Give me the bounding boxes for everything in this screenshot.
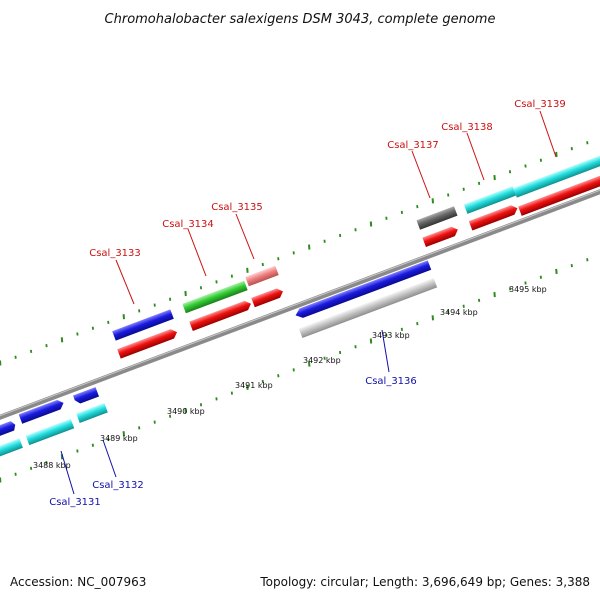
gene-label-Csal_3132[interactable]: Csal_3132 [92, 480, 144, 491]
map-title: Chromohalobacter salexigens DSM 3043, co… [105, 12, 496, 27]
gene-Csal_3132[interactable] [73, 387, 108, 423]
gene-Csal_3138[interactable] [463, 186, 519, 231]
gene-Csal_3135[interactable] [245, 265, 284, 308]
gene-Csal_3137[interactable] [416, 206, 460, 248]
tick-tracks [0, 141, 589, 483]
kbp-label: 3488 kbp [33, 461, 71, 470]
genome-backbone [0, 189, 600, 420]
gene-left-edge[interactable] [0, 420, 23, 458]
kbp-label: 3492 kbp [303, 356, 341, 365]
gene-Csal_3136[interactable] [294, 260, 438, 339]
gene-label-Csal_3133[interactable]: Csal_3133 [89, 248, 141, 259]
forward-label-leaders [115, 110, 557, 305]
kbp-label: 3491 kbp [235, 381, 273, 390]
gene-label-Csal_3138[interactable]: Csal_3138 [441, 122, 493, 133]
kbp-label: 3494 kbp [440, 308, 478, 317]
kbp-label: 3493 kbp [372, 331, 410, 340]
gene-Csal_3133[interactable] [112, 309, 179, 359]
genome-summary-text: Topology: circular; Length: 3,696,649 bp… [259, 575, 590, 589]
accession-text: Accession: NC_007963 [10, 575, 146, 589]
reverse-label-leaders [60, 329, 390, 495]
gene-label-Csal_3136[interactable]: Csal_3136 [365, 376, 417, 387]
kbp-label: 3490 kbp [167, 407, 205, 416]
gene-label-Csal_3131[interactable]: Csal_3131 [49, 497, 101, 508]
gene-label-Csal_3135[interactable]: Csal_3135 [211, 202, 263, 213]
kbp-label: 3489 kbp [100, 434, 138, 443]
gene-Csal_3134[interactable] [182, 280, 252, 331]
gene-label-Csal_3139[interactable]: Csal_3139 [514, 99, 566, 110]
gene-Csal_3139[interactable] [513, 154, 600, 216]
gene-Csal_3131[interactable] [18, 398, 75, 446]
gene-label-Csal_3137[interactable]: Csal_3137 [387, 140, 439, 151]
gene-label-Csal_3134[interactable]: Csal_3134 [162, 219, 214, 230]
kbp-label: 3495 kbp [509, 285, 547, 294]
